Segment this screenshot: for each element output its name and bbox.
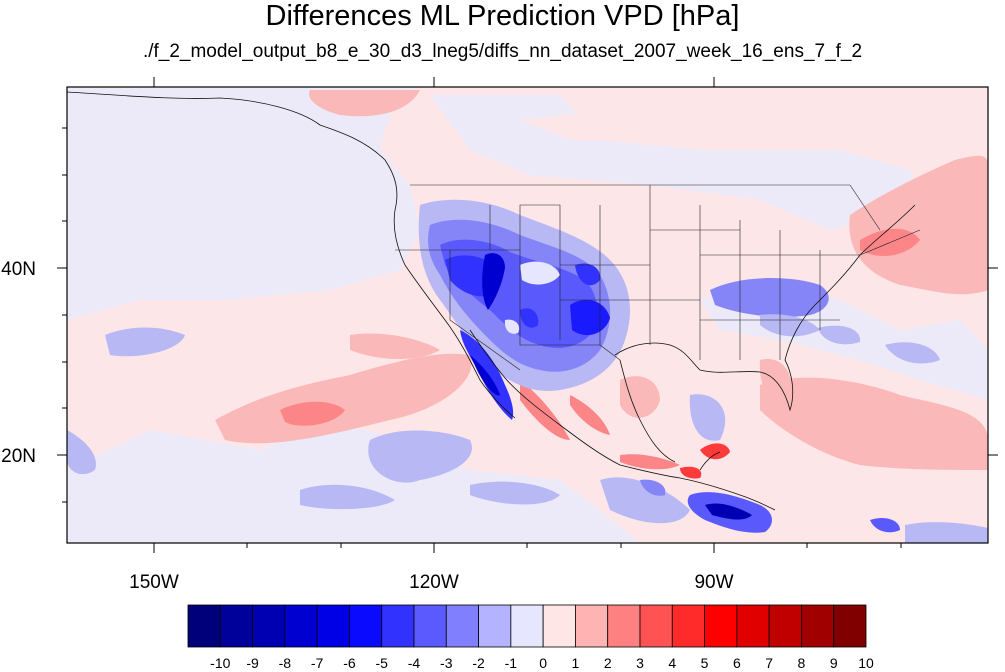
strong-positive-patches bbox=[680, 443, 730, 479]
axis-ticks bbox=[57, 77, 998, 553]
colorbar-label: 0 bbox=[539, 655, 547, 671]
colorbar-label: 10 bbox=[858, 655, 874, 671]
map-plot-area bbox=[67, 87, 988, 543]
colorbar-swatch bbox=[349, 604, 383, 648]
colorbar-swatch bbox=[704, 604, 738, 648]
colorbar-label: -9 bbox=[246, 655, 259, 671]
lon-label-120w: 120W bbox=[409, 572, 459, 593]
colorbar-swatch bbox=[284, 604, 318, 648]
colorbar-label: 5 bbox=[701, 655, 709, 671]
colorbar-label: 2 bbox=[604, 655, 612, 671]
colorbar-label: 3 bbox=[636, 655, 644, 671]
colorbar-swatch bbox=[736, 604, 770, 648]
colorbar-swatch bbox=[801, 604, 835, 648]
colorbar-label: -1 bbox=[505, 655, 518, 671]
colorbar-swatch bbox=[575, 604, 609, 648]
colorbar-swatch bbox=[768, 604, 802, 648]
colorbar-swatch bbox=[833, 604, 867, 648]
colorbar-label: -3 bbox=[440, 655, 453, 671]
lat-label-40n: 40N bbox=[1, 259, 36, 280]
colorbar-swatch bbox=[542, 604, 576, 648]
colorbar-swatch bbox=[316, 604, 350, 648]
colorbar-label: -6 bbox=[343, 655, 356, 671]
colorbar-swatch bbox=[413, 604, 447, 648]
colorbar-label: -5 bbox=[375, 655, 388, 671]
shade-region bbox=[520, 110, 660, 140]
colorbar-swatch bbox=[252, 604, 286, 648]
colorbar: -10 -9 -8 -7 -6 -5 -4 -3 -2 -1 0 1 2 3 4 5 6 7 8 9 10 bbox=[187, 604, 874, 671]
colorbar-label: -2 bbox=[472, 655, 485, 671]
map-subtitle: ./f_2_model_output_b8_e_30_d3_lneg5/diff… bbox=[142, 41, 863, 62]
colorbar-label: -7 bbox=[311, 655, 324, 671]
western-us-negative-anomaly bbox=[418, 199, 630, 420]
colorbar-label: -8 bbox=[279, 655, 292, 671]
colorbar-swatch bbox=[478, 604, 512, 648]
coastlines bbox=[67, 91, 916, 511]
positive-patches bbox=[215, 90, 988, 470]
lat-label-20n: 20N bbox=[1, 446, 36, 467]
central-america-negative-anomaly bbox=[640, 479, 988, 543]
colorbar-label: -4 bbox=[408, 655, 421, 671]
colorbar-label: 4 bbox=[668, 655, 676, 671]
colorbar-label: 9 bbox=[830, 655, 838, 671]
state-borders bbox=[395, 184, 921, 371]
colorbar-swatch bbox=[607, 604, 641, 648]
north-pacific-field bbox=[67, 87, 420, 320]
colorbar-label: 6 bbox=[733, 655, 741, 671]
colorbar-label: 7 bbox=[765, 655, 773, 671]
colorbar-swatch bbox=[187, 604, 221, 648]
lon-label-90w: 90W bbox=[694, 572, 733, 593]
light-negative-patches bbox=[67, 325, 940, 524]
lon-label-150w: 150W bbox=[129, 572, 179, 593]
colorbar-swatch bbox=[510, 604, 544, 648]
colorbar-label: 1 bbox=[572, 655, 580, 671]
colorbar-label: 8 bbox=[798, 655, 806, 671]
south-pacific-field bbox=[67, 420, 640, 543]
colorbar-swatch bbox=[445, 604, 479, 648]
colorbar-swatch bbox=[639, 604, 673, 648]
map-title: Differences ML Prediction VPD [hPa] bbox=[265, 0, 740, 32]
colorbar-label: -10 bbox=[210, 655, 230, 671]
colorbar-swatch bbox=[219, 604, 253, 648]
tennessee-negative-anomaly bbox=[710, 278, 829, 317]
colorbar-swatch bbox=[671, 604, 705, 648]
colorbar-swatch bbox=[381, 604, 415, 648]
